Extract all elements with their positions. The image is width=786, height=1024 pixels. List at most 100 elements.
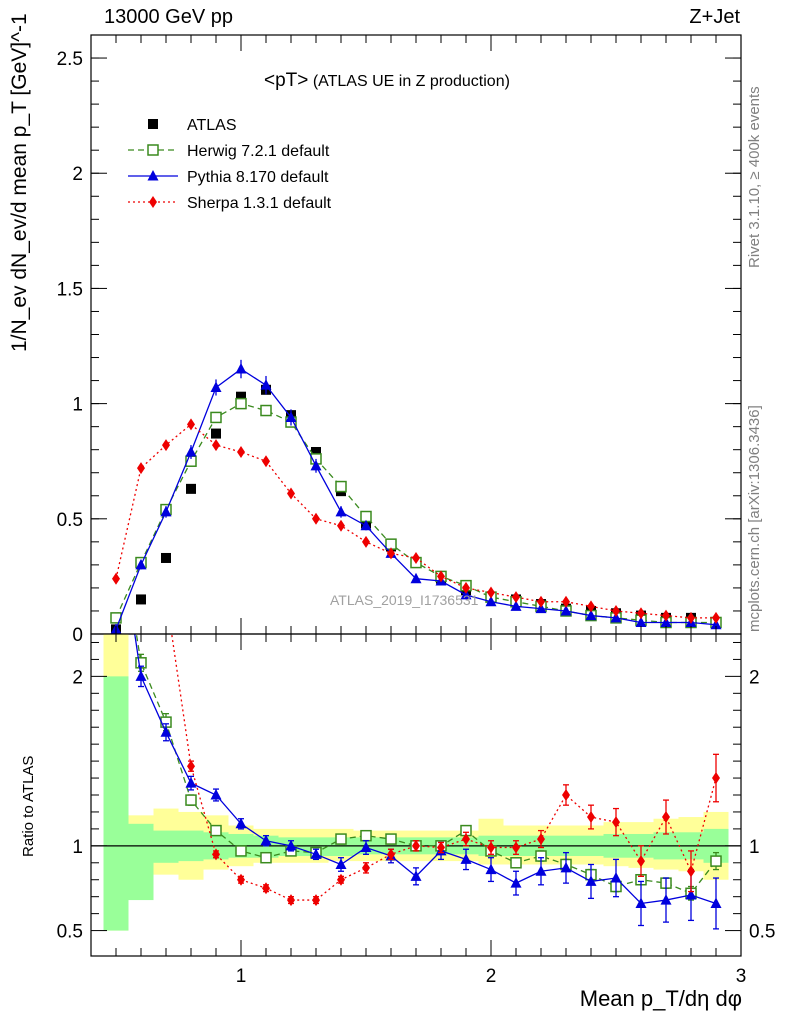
series-line-herwig (115, 402, 716, 624)
watermark: ATLAS_2019_I1736531 (330, 592, 479, 608)
ratio-point-pythia (685, 888, 697, 900)
ratio-point-pythia (160, 726, 172, 737)
ratio-y-tick-label: 2 (72, 667, 83, 688)
data-point-pythia (235, 363, 247, 374)
main-title-sub: (ATLAS UE in Z production) (308, 73, 510, 90)
data-point-atlas (236, 391, 246, 402)
legend: ATLAS Herwig 7.2.1 default Pythia 8.170 de… (128, 117, 332, 212)
ratio-point-pythia (710, 897, 722, 908)
ratio-point-pythia (660, 894, 672, 905)
main-y-tick-label: 2.5 (57, 49, 83, 70)
data-point-pythia (710, 618, 722, 630)
data-point-sherpa (337, 519, 345, 532)
data-point-atlas (186, 483, 196, 494)
ratio-point-sherpa (687, 865, 695, 878)
mcplots-label: mcplots.cern.ch [arXiv:1306.3436] (746, 405, 763, 632)
ratio-point-sherpa (387, 848, 395, 861)
legend-label-pythia: Pythia 8.170 default (187, 169, 329, 186)
main-y-tick-label: 0.5 (57, 510, 83, 531)
ratio-point-sherpa (362, 861, 370, 874)
ratio-point-herwig (335, 833, 347, 845)
data-point-atlas (161, 552, 171, 563)
data-point-pythia (660, 616, 672, 627)
data-point-pythia (560, 604, 572, 616)
data-point-sherpa (212, 439, 220, 452)
main-panel: 0 0.5 1 1.5 2 2.5 ATLAS Herwig 7.2.1 default Pyt… (57, 34, 742, 646)
ratio-point-pythia (335, 858, 347, 869)
ratio-point-herwig (235, 845, 247, 857)
data-point-sherpa (662, 609, 670, 622)
ratio-point-pythia (135, 670, 147, 681)
ratio-point-herwig (385, 833, 397, 845)
data-point-pythia (635, 616, 647, 627)
main-title-text: <pT> (264, 70, 309, 91)
ratio-point-sherpa (337, 873, 345, 886)
data-point-sherpa (712, 611, 720, 624)
data-point-herwig (260, 404, 272, 417)
data-point-sherpa (137, 462, 145, 475)
legend-marker-pythia (147, 170, 159, 181)
ratio-y-axis-label: Ratio to ATLAS (20, 755, 37, 857)
x-axis-label: Mean p_T/dη dφ (579, 986, 742, 1011)
data-point-pythia (285, 411, 297, 422)
ratio-point-pythia (510, 877, 522, 888)
ratio-point-sherpa (412, 839, 420, 852)
data-point-pythia (460, 588, 472, 600)
legend-label-sherpa: Sherpa 1.3.1 default (187, 195, 332, 212)
data-point-pythia (510, 600, 522, 611)
ratio-y-tick-label: 1 (72, 837, 83, 858)
main-y-tick-label: 0 (72, 625, 83, 646)
data-point-pythia (585, 609, 597, 621)
ratio-point-pythia (560, 861, 572, 873)
ratio-point-sherpa (712, 772, 720, 785)
data-point-pythia (210, 381, 222, 392)
ratio-point-pythia (610, 872, 622, 883)
data-point-sherpa (687, 611, 695, 624)
ratio-y-tick-label-right: 1 (749, 837, 760, 858)
ratio-point-herwig (260, 851, 272, 864)
data-point-herwig (335, 480, 347, 493)
data-point-pythia (335, 505, 347, 517)
main-y-tick-label: 2 (72, 164, 83, 185)
data-point-herwig (235, 397, 247, 410)
data-point-atlas (211, 428, 221, 439)
data-point-sherpa (162, 439, 170, 452)
ratio-point-pythia (310, 848, 322, 859)
ratio-point-sherpa (487, 841, 495, 854)
data-point-sherpa (287, 487, 295, 500)
main-title: <pT> (ATLAS UE in Z production) (264, 70, 510, 92)
uncertainty-band-inner (253, 835, 279, 858)
data-point-atlas (311, 446, 321, 457)
data-point-sherpa (112, 572, 120, 585)
ratio-point-pythia (585, 875, 597, 886)
ratio-point-pythia (485, 863, 497, 875)
uncertainty-band-inner (128, 823, 154, 901)
data-point-sherpa (462, 581, 470, 594)
ratio-point-sherpa (662, 811, 670, 824)
ratio-point-sherpa (637, 855, 645, 868)
ratio-point-pythia (635, 897, 647, 908)
ratio-frame (90, 633, 742, 957)
ratio-point-herwig (710, 855, 722, 867)
ratio-point-sherpa (287, 894, 295, 907)
ratio-point-sherpa (187, 760, 195, 773)
ratio-data-layer (91, 634, 741, 931)
data-point-pythia (160, 505, 172, 517)
ratio-point-pythia (285, 839, 297, 851)
series-line-pythia (115, 368, 717, 630)
ratio-point-pythia (360, 841, 372, 853)
main-data-layer (110, 359, 722, 634)
data-point-sherpa (237, 445, 245, 458)
data-point-pythia (260, 379, 272, 390)
ratio-point-pythia (410, 870, 422, 881)
uncertainty-band-inner (103, 676, 129, 931)
legend-marker-herwig (147, 144, 159, 156)
uncertainty-band-inner (153, 830, 179, 863)
x-tick-label: 2 (486, 966, 497, 987)
data-point-pythia (410, 572, 422, 584)
data-point-sherpa (312, 512, 320, 525)
ratio-point-herwig (510, 857, 522, 869)
x-tick-label: 3 (736, 966, 747, 987)
main-y-tick-label: 1 (72, 395, 83, 416)
